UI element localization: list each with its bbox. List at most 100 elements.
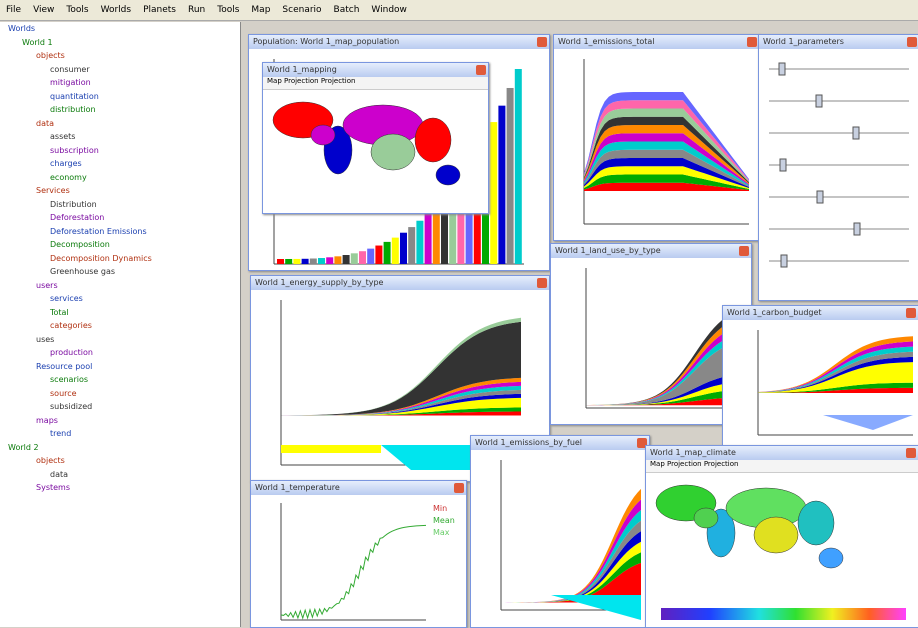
plot — [471, 450, 649, 626]
tree-item[interactable]: consumer — [0, 63, 240, 77]
sliders[interactable] — [759, 49, 918, 299]
tree-item[interactable]: assets — [0, 130, 240, 144]
landmass — [436, 165, 460, 185]
window: World 1_map_climate Map Projection Projec… — [645, 445, 918, 628]
window-title: World 1_emissions_by_fuel — [471, 436, 649, 450]
tree-item[interactable]: production — [0, 346, 240, 360]
title-text: World 1_carbon_budget — [727, 308, 822, 317]
window: World 1_emissions_by_fuel — [470, 435, 650, 628]
line — [281, 525, 426, 618]
tree-item[interactable]: source — [0, 387, 240, 401]
tree-item[interactable]: quantitation — [0, 90, 240, 104]
toolbar[interactable]: Map Projection Projection — [646, 460, 918, 473]
tree-item[interactable]: economy — [0, 171, 240, 185]
window: World 1_temperature Min Mean Max — [250, 480, 467, 628]
tree-item[interactable]: Services — [0, 184, 240, 198]
tree-item[interactable]: scenarios — [0, 373, 240, 387]
bar — [310, 259, 317, 264]
tree-item[interactable]: Deforestation — [0, 211, 240, 225]
shape — [823, 415, 913, 430]
title-text: World 1_map_climate — [650, 448, 736, 457]
menu-item[interactable]: Window — [365, 5, 413, 15]
toolbar[interactable]: Map Projection Projection — [263, 77, 488, 90]
bar — [375, 246, 382, 264]
tree-item[interactable]: data — [0, 117, 240, 131]
title-text: World 1_emissions_total — [558, 37, 654, 46]
menu-item[interactable]: Planets — [137, 5, 182, 15]
menu-item[interactable]: Batch — [328, 5, 366, 15]
tree-item[interactable]: subsidized — [0, 400, 240, 414]
window: World 1_mapping Map Projection Projection — [262, 62, 489, 214]
bar — [285, 259, 292, 264]
slider-thumb — [853, 127, 859, 139]
shape — [281, 445, 381, 453]
menu-item[interactable]: File — [0, 5, 27, 15]
title-text: World 1_temperature — [255, 483, 340, 492]
map — [646, 473, 918, 626]
tree-item[interactable]: World 2 — [0, 441, 240, 455]
menu-item[interactable]: Scenario — [276, 5, 327, 15]
title-text: World 1_emissions_by_fuel — [475, 438, 582, 447]
bar — [318, 258, 325, 264]
tree-item[interactable]: Resource pool — [0, 360, 240, 374]
plot — [554, 49, 759, 239]
menu-item[interactable]: Run — [182, 5, 211, 15]
menu-item[interactable]: Tools — [211, 5, 245, 15]
menu-item[interactable]: View — [27, 5, 60, 15]
bar — [408, 227, 415, 264]
menu-item[interactable]: Tools — [60, 5, 94, 15]
landmass — [415, 118, 451, 162]
slider-thumb — [854, 223, 860, 235]
slider-thumb — [816, 95, 822, 107]
plot: Min Mean Max — [251, 495, 466, 626]
tree-item[interactable]: services — [0, 292, 240, 306]
window-title: World 1_mapping — [263, 63, 488, 77]
bar — [433, 206, 440, 264]
tree-item[interactable]: Total — [0, 306, 240, 320]
bar — [359, 251, 366, 264]
plot — [551, 258, 751, 423]
tree-item[interactable]: Distribution — [0, 198, 240, 212]
tree-item[interactable]: maps — [0, 414, 240, 428]
tree-item[interactable]: objects — [0, 454, 240, 468]
window-title: World 1_energy_supply_by_type — [251, 276, 549, 290]
tree-item[interactable]: Decomposition Dynamics — [0, 252, 240, 266]
bar — [416, 221, 423, 264]
window-title: World 1_temperature — [251, 481, 466, 495]
desktop: {"menu":["File","View","Tools","Worlds",… — [0, 0, 918, 627]
slider-thumb — [780, 159, 786, 171]
landmass — [694, 508, 718, 528]
tree-item[interactable]: subscription — [0, 144, 240, 158]
menu-item[interactable]: Worlds — [95, 5, 137, 15]
tree-item[interactable]: Decomposition — [0, 238, 240, 252]
tree-item[interactable]: data — [0, 468, 240, 482]
bar — [384, 242, 391, 264]
map — [263, 90, 488, 212]
window-title: World 1_parameters — [759, 35, 918, 49]
tree-item[interactable]: Systems — [0, 481, 240, 495]
tree-item[interactable]: trend — [0, 427, 240, 441]
tree-item[interactable]: distribution — [0, 103, 240, 117]
tree-item[interactable]: World 1 — [0, 36, 240, 50]
landmass — [819, 548, 843, 568]
colorbar — [661, 608, 906, 620]
bar — [343, 255, 350, 264]
window: World 1_parameters — [758, 34, 918, 301]
tree-item[interactable]: charges — [0, 157, 240, 171]
tree-item[interactable]: objects — [0, 49, 240, 63]
bar — [515, 69, 522, 264]
title-text: World 1_mapping — [267, 65, 337, 74]
bar — [351, 253, 358, 264]
tree-item[interactable]: uses — [0, 333, 240, 347]
tree-item[interactable]: Deforestation Emissions — [0, 225, 240, 239]
tree-item[interactable]: users — [0, 279, 240, 293]
tree-item[interactable]: categories — [0, 319, 240, 333]
tree-item[interactable]: Worlds — [0, 22, 240, 36]
tree-item[interactable]: Greenhouse gas — [0, 265, 240, 279]
window-title: World 1_map_climate — [646, 446, 918, 460]
bar — [392, 238, 399, 264]
tree-item[interactable]: mitigation — [0, 76, 240, 90]
menu-item[interactable]: Map — [245, 5, 276, 15]
